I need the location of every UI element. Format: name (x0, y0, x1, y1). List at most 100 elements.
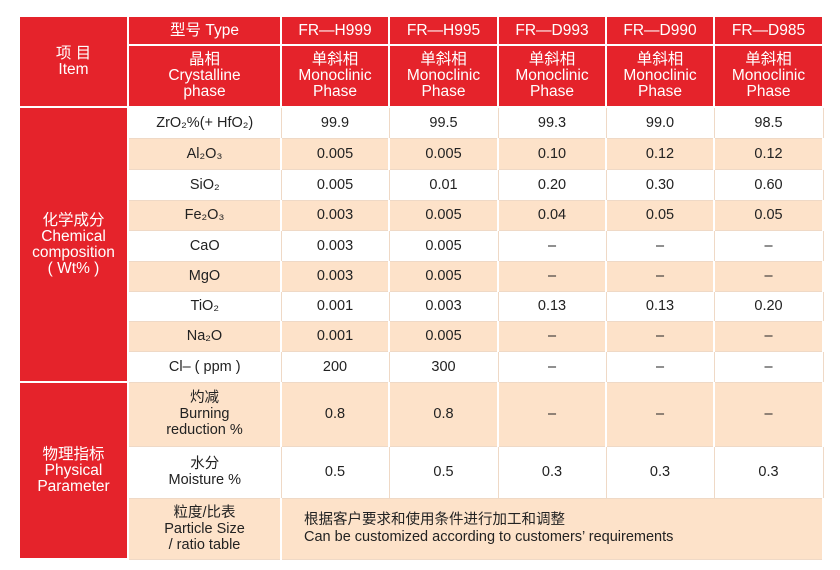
property-name: MgO (127, 260, 282, 292)
value-cell: 0.3 (605, 445, 715, 499)
cell-text: – (764, 358, 773, 375)
cell-text: 0.12 (754, 145, 783, 162)
model-header: FR—D990 (605, 15, 715, 46)
table-row: 项 目 Item 型号 Type FR—H999 FR—H995 FR—D993 FR—D9… (18, 15, 824, 108)
cell-text: Item (58, 60, 89, 78)
cell-text: 0.3 (758, 464, 779, 480)
cell-text: Can be customized according to customers… (304, 528, 674, 545)
value-cell: 0.003 (388, 290, 499, 322)
value-cell: 99.0 (605, 106, 715, 139)
value-cell: 0.13 (605, 290, 715, 322)
value-cell: – (713, 350, 824, 383)
cell-text: – (547, 358, 557, 375)
cell-text: Crystalline (168, 67, 241, 84)
cell-text: 单斜相 (311, 51, 359, 68)
cell-text: – (547, 268, 557, 284)
cell-text: 0.10 (537, 145, 567, 162)
cell-text: – (764, 237, 773, 254)
cell-text: Phase (530, 83, 574, 100)
cell-text: – (655, 237, 665, 254)
cell-text: 98.5 (754, 114, 783, 131)
cell-text: 0.20 (754, 298, 783, 314)
cell-text: – (547, 328, 557, 344)
cell-text: Phase (638, 83, 682, 100)
group-label: 物理指标 Physical Parameter (18, 381, 129, 560)
cell-text: FR—D993 (515, 21, 589, 39)
cell-text: 0.003 (425, 298, 462, 314)
value-cell: 0.005 (388, 229, 499, 262)
cell-text: – (764, 268, 773, 284)
group-label: 化学成分 Chemical composition( Wt% ) (18, 106, 129, 383)
cell-text: 0.3 (649, 464, 671, 480)
cell-text: 0.003 (316, 237, 354, 254)
cell-text: composition (32, 243, 115, 261)
value-cell: 0.05 (605, 199, 715, 231)
cell-text: 0.005 (425, 145, 462, 162)
cell-text: 0.005 (425, 207, 462, 223)
table-row: TiO₂ 0.001 0.003 0.13 0.13 0.20 (19, 290, 824, 322)
cell-text: 99.3 (537, 114, 567, 131)
property-name: Al₂O₃ (127, 137, 282, 170)
cell-text: ZrO₂%(+ HfO₂) (156, 114, 254, 131)
cell-text: Physical (44, 461, 103, 479)
value-cell: 0.003 (280, 199, 390, 231)
cell-text: FR—D990 (623, 21, 697, 39)
spec-table: 项 目 Item 型号 Type FR—H999 FR—H995 FR—D993 FR—D9… (18, 15, 824, 560)
cell-text: CaO (189, 237, 220, 254)
cell-text: 0.003 (316, 268, 354, 284)
cell-text: – (655, 358, 665, 375)
cell-text: Monoclinic (731, 67, 806, 84)
table-row: 水分 Moisture % 0.5 0.5 0.3 0.3 0.3 (19, 445, 824, 499)
cell-text: 单斜相 (528, 51, 576, 68)
value-cell: 0.005 (280, 168, 390, 201)
table-row: Fe₂O₃ 0.003 0.005 0.04 0.05 0.05 (19, 199, 824, 231)
table-row: 粒度/比表 Particle Size / ratio table 根据客户要求和使用… (19, 497, 824, 560)
cell-text: Phase (421, 83, 466, 100)
cell-text: 99.5 (429, 114, 458, 131)
table-row: SiO₂ 0.005 0.01 0.20 0.30 0.60 (19, 168, 824, 201)
value-cell: 0.20 (497, 168, 607, 201)
property-name: SiO₂ (127, 168, 282, 201)
table-row: 物理指标 Physical Parameter 灼减 Burning reduction … (18, 381, 824, 560)
property-name: Cl– ( ppm ) (127, 350, 282, 383)
cell-text: 0.8 (433, 406, 454, 422)
cell-text: 单斜相 (420, 51, 467, 68)
type-header: 型号 Type (127, 15, 282, 46)
cell-text: 0.20 (537, 176, 567, 193)
value-cell: 0.003 (280, 260, 390, 292)
value-cell: 0.3 (497, 445, 607, 499)
value-cell: 0.8 (280, 381, 390, 447)
phase-cell: 单斜相 Monoclinic Phase (280, 44, 390, 108)
property-name: Fe₂O₃ (127, 199, 282, 231)
cell-text: 0.05 (645, 207, 675, 223)
value-cell: 0.20 (713, 290, 824, 322)
table-row: CaO 0.003 0.005 – – – (19, 229, 824, 262)
cell-text: – (547, 237, 557, 254)
value-cell: – (497, 229, 607, 262)
cell-text: FR—H999 (298, 21, 372, 39)
value-cell: 99.9 (280, 106, 390, 139)
cell-text: 晶相 (188, 51, 220, 68)
cell-text: 粒度/比表 (173, 504, 236, 521)
cell-text: Phase (746, 83, 791, 100)
cell-text: 99.9 (320, 114, 350, 131)
cell-text: Moisture % (168, 472, 242, 488)
table-row: Al₂O₃ 0.005 0.005 0.10 0.12 0.12 (19, 137, 824, 170)
cell-text: 灼减 (190, 390, 219, 406)
cell-text: 单斜相 (745, 51, 792, 68)
value-cell: 0.30 (605, 168, 715, 201)
cell-text: 0.05 (754, 207, 783, 223)
cell-text: 0.13 (645, 298, 675, 314)
cell-text: 0.5 (433, 464, 454, 480)
cell-text: Al₂O₃ (186, 145, 223, 162)
value-cell: 0.001 (280, 320, 390, 352)
table-row: 晶相 Crystalline phase 单斜相 Monoclinic Phase 单斜相 M… (19, 44, 824, 108)
cell-text: Monoclinic (298, 67, 372, 84)
cell-text: 项 目 (55, 44, 92, 62)
cell-text: Fe₂O₃ (184, 207, 225, 223)
value-cell: 0.13 (497, 290, 607, 322)
value-cell: – (605, 260, 715, 292)
value-cell: – (605, 229, 715, 262)
cell-text: 0.04 (537, 207, 567, 223)
